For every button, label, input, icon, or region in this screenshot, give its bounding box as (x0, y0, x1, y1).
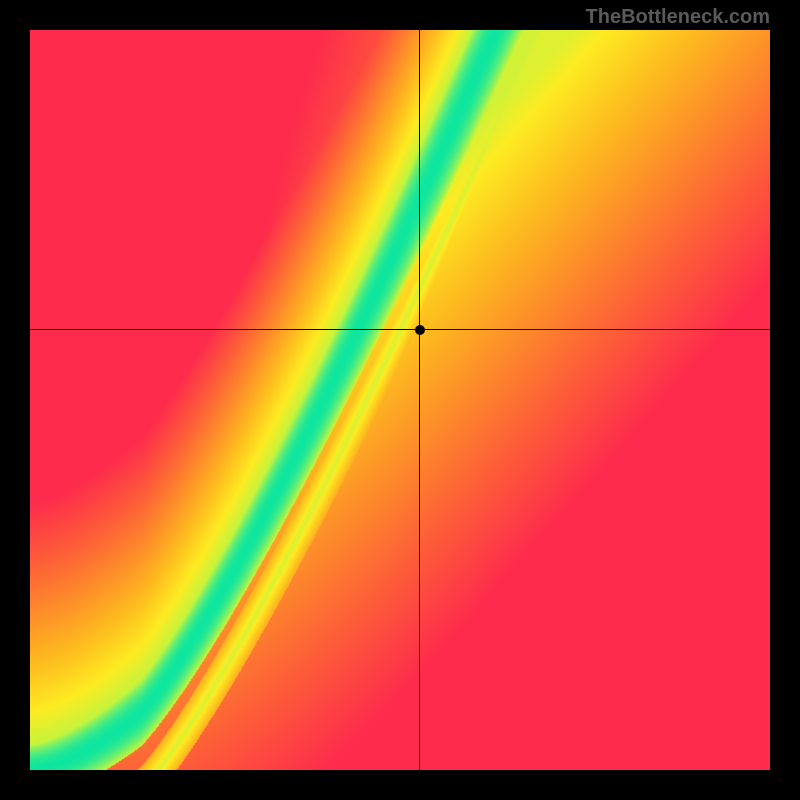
heatmap-canvas (30, 30, 770, 770)
watermark-text: TheBottleneck.com (586, 6, 770, 29)
crosshair-marker (415, 325, 425, 335)
crosshair-vertical (419, 30, 420, 770)
heatmap-plot (30, 30, 770, 770)
crosshair-horizontal (30, 329, 770, 330)
